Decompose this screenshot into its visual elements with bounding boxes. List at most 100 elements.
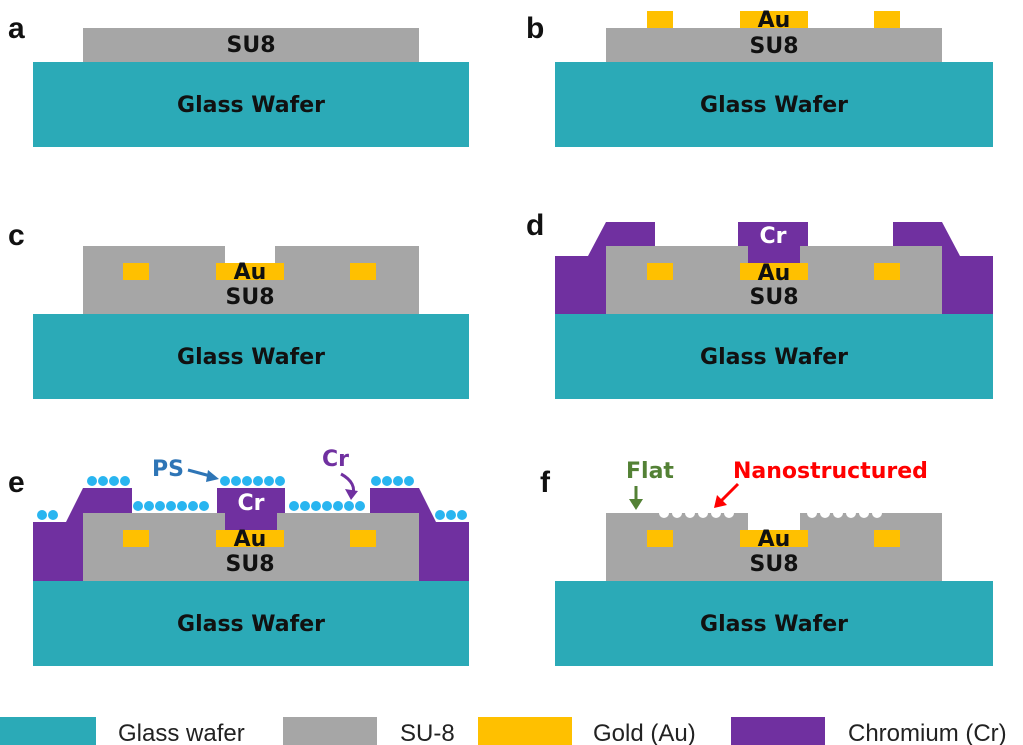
gold-electrode — [874, 530, 900, 547]
ps-bead — [344, 501, 354, 511]
nano-pit — [685, 508, 695, 518]
gold-electrode — [647, 530, 673, 547]
panel-c: c Au SU8 Glass Wafer — [8, 219, 469, 399]
ps-bead — [109, 476, 119, 486]
glass-wafer-label: Glass Wafer — [700, 345, 848, 370]
ps-bead — [231, 476, 241, 486]
legend-swatch — [731, 717, 825, 745]
nano-pit — [659, 508, 669, 518]
ps-bead — [311, 501, 321, 511]
legend-label: Chromium (Cr) — [848, 720, 1007, 745]
nano-pit — [698, 508, 708, 518]
ps-bead — [120, 476, 130, 486]
legend-item-glass-wafer: Glass wafer — [0, 717, 245, 745]
glass-wafer — [33, 62, 469, 147]
panel-e-label: e — [8, 466, 25, 499]
chromium-mask-left — [555, 222, 655, 314]
su8-label: SU8 — [749, 552, 798, 577]
nano-pit — [672, 508, 682, 518]
gold-electrode — [874, 11, 900, 28]
nanostructured-surface — [659, 508, 882, 518]
ps-bead — [155, 501, 165, 511]
gold-electrode — [216, 263, 284, 280]
ps-bead — [355, 501, 365, 511]
gold-electrode — [874, 263, 900, 280]
panel-f: f Flat Nanostructured Au SU8 Glass Wafer — [540, 459, 993, 666]
chromium-mask-right — [893, 222, 993, 314]
legend-item-su8: SU-8 — [283, 717, 455, 745]
glass-wafer-label: Glass Wafer — [177, 345, 325, 370]
panel-f-label: f — [540, 466, 551, 499]
su8-layer — [606, 28, 942, 62]
nano-pit — [846, 508, 856, 518]
panel-a-label: a — [8, 12, 25, 45]
gold-electrode — [216, 530, 284, 547]
chromium-mask-center — [738, 222, 808, 263]
glass-wafer-label: Glass Wafer — [700, 612, 848, 637]
flat-label: Flat — [626, 459, 674, 484]
ps-bead — [253, 476, 263, 486]
ps-bead — [371, 476, 381, 486]
su8-label: SU8 — [749, 34, 798, 59]
ps-bead — [300, 501, 310, 511]
legend-label: Gold (Au) — [593, 720, 696, 745]
ps-bead — [242, 476, 252, 486]
ps-bead — [435, 510, 445, 520]
legend-label: SU-8 — [400, 720, 455, 745]
ps-bead — [199, 501, 209, 511]
legend-swatch — [283, 717, 377, 745]
legend-swatch — [0, 717, 96, 745]
panel-d-label: d — [526, 209, 544, 242]
legend-item-chromium: Chromium (Cr) — [731, 717, 1007, 745]
chromium-mask-left — [33, 488, 132, 581]
ps-bead — [48, 510, 58, 520]
gold-electrode — [350, 530, 376, 547]
ps-bead — [220, 476, 230, 486]
ps-bead — [289, 501, 299, 511]
flat-arrow-head — [629, 499, 643, 510]
panel-d: d Cr Au SU8 Glass Wafer — [526, 209, 993, 399]
glass-wafer — [555, 581, 993, 666]
gold-electrode — [740, 263, 808, 280]
glass-wafer — [555, 314, 993, 399]
au-label: Au — [234, 527, 267, 552]
ps-bead — [166, 501, 176, 511]
gold-electrode — [123, 530, 149, 547]
glass-wafer — [33, 314, 469, 399]
nano-pit — [872, 508, 882, 518]
su8-label: SU8 — [226, 33, 275, 58]
ps-bead — [177, 501, 187, 511]
glass-wafer-label: Glass Wafer — [177, 612, 325, 637]
panel-e: e PS Cr Cr Au SU8 Glass Wafer — [8, 447, 469, 666]
su8-label: SU8 — [749, 285, 798, 310]
au-label: Au — [234, 260, 267, 285]
ps-bead — [333, 501, 343, 511]
panel-a: a SU8 Glass Wafer — [8, 12, 469, 147]
au-label: Au — [758, 527, 791, 552]
ps-bead — [188, 501, 198, 511]
ps-bead — [98, 476, 108, 486]
legend-item-gold: Gold (Au) — [478, 717, 696, 745]
ps-bead — [322, 501, 332, 511]
gold-electrode — [647, 11, 673, 28]
glass-wafer-label: Glass Wafer — [177, 93, 325, 118]
legend-swatch — [478, 717, 572, 745]
gold-electrode — [123, 263, 149, 280]
nano-pit — [859, 508, 869, 518]
su8-label: SU8 — [225, 285, 274, 310]
gold-electrode — [350, 263, 376, 280]
ps-bead — [37, 510, 47, 520]
nanostructured-arrow — [718, 482, 740, 504]
ps-bead — [446, 510, 456, 520]
ps-bead — [87, 476, 97, 486]
ps-bead — [133, 501, 143, 511]
glass-wafer — [33, 581, 469, 666]
panel-c-label: c — [8, 219, 25, 252]
ps-bead — [382, 476, 392, 486]
ps-bead — [404, 476, 414, 486]
chromium-mask-right — [370, 488, 469, 581]
glass-wafer-label: Glass Wafer — [700, 93, 848, 118]
gold-electrode — [740, 11, 808, 28]
cr-arrow-label: Cr — [322, 447, 349, 472]
ps-arrow-head — [206, 470, 219, 482]
